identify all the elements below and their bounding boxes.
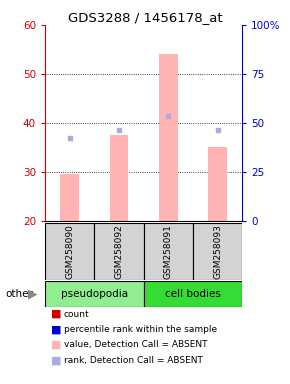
Text: value, Detection Call = ABSENT: value, Detection Call = ABSENT [64,340,207,349]
Text: percentile rank within the sample: percentile rank within the sample [64,325,217,334]
Text: ▶: ▶ [28,288,38,301]
Bar [144,223,193,280]
Text: other: other [6,289,34,299]
Bar [193,223,242,280]
Text: GDS3288 / 1456178_at: GDS3288 / 1456178_at [68,12,222,25]
Text: cell bodies: cell bodies [165,289,221,299]
Bar [110,135,128,221]
Bar [208,147,227,221]
Text: GSM258090: GSM258090 [65,224,74,279]
Bar [45,223,94,280]
Text: GSM258092: GSM258092 [114,224,124,279]
Bar [159,55,177,221]
Text: GSM258093: GSM258093 [213,224,222,279]
Bar [60,174,79,221]
Bar [94,223,144,280]
Text: ■: ■ [51,324,61,334]
Bar [144,281,242,307]
Text: ■: ■ [51,355,61,365]
Text: pseudopodia: pseudopodia [61,289,128,299]
Text: ■: ■ [51,340,61,350]
Text: rank, Detection Call = ABSENT: rank, Detection Call = ABSENT [64,356,203,365]
Bar [45,281,144,307]
Text: count: count [64,310,89,319]
Text: GSM258091: GSM258091 [164,224,173,279]
Text: ■: ■ [51,309,61,319]
